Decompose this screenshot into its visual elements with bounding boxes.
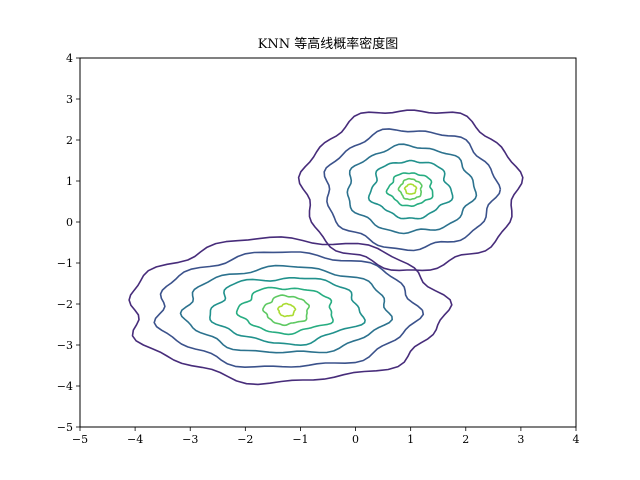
plot-frame bbox=[79, 57, 577, 428]
y-tick-label: −2 bbox=[57, 298, 73, 311]
x-tick-label: 2 bbox=[462, 433, 469, 446]
x-tick-label: −3 bbox=[182, 433, 198, 446]
contour-line bbox=[209, 276, 366, 347]
contour-line bbox=[262, 294, 311, 327]
contour-line bbox=[346, 143, 478, 235]
x-tick-label: −1 bbox=[292, 433, 308, 446]
contour-line bbox=[297, 109, 524, 272]
x-tick-label: −4 bbox=[127, 433, 143, 446]
contour-line bbox=[128, 236, 453, 386]
x-tick-label: −2 bbox=[237, 433, 253, 446]
contour-line bbox=[179, 264, 394, 354]
y-axis: −5 −4 −3 −2 −1 0 1 2 3 4 bbox=[57, 52, 80, 434]
y-tick-label: −1 bbox=[57, 257, 73, 270]
x-tick-label: −5 bbox=[72, 433, 88, 446]
x-tick-label: 0 bbox=[352, 433, 359, 446]
contour-line bbox=[153, 251, 425, 369]
y-tick-label: −4 bbox=[57, 380, 73, 393]
contour-line bbox=[277, 302, 297, 318]
chart-title: KNN 等高线概率密度图 bbox=[258, 36, 399, 52]
x-tick-label: 1 bbox=[407, 433, 414, 446]
y-tick-label: 1 bbox=[66, 175, 73, 188]
y-tick-label: −3 bbox=[57, 339, 73, 352]
contour-line bbox=[385, 172, 434, 207]
contour-line bbox=[323, 128, 502, 252]
x-tick-label: 4 bbox=[573, 433, 580, 446]
y-tick-label: −5 bbox=[57, 421, 73, 434]
x-axis: −5 −4 −3 −2 −1 0 1 2 3 4 bbox=[72, 427, 580, 446]
contour-line bbox=[397, 177, 423, 201]
contour-lines bbox=[128, 109, 524, 386]
contour-line bbox=[403, 183, 418, 195]
y-tick-label: 0 bbox=[66, 216, 73, 229]
contour-line bbox=[235, 286, 334, 336]
y-tick-label: 4 bbox=[66, 52, 73, 65]
contour-line bbox=[367, 159, 454, 220]
y-tick-label: 3 bbox=[66, 93, 73, 106]
y-tick-label: 2 bbox=[66, 134, 73, 147]
x-tick-label: 3 bbox=[517, 433, 524, 446]
